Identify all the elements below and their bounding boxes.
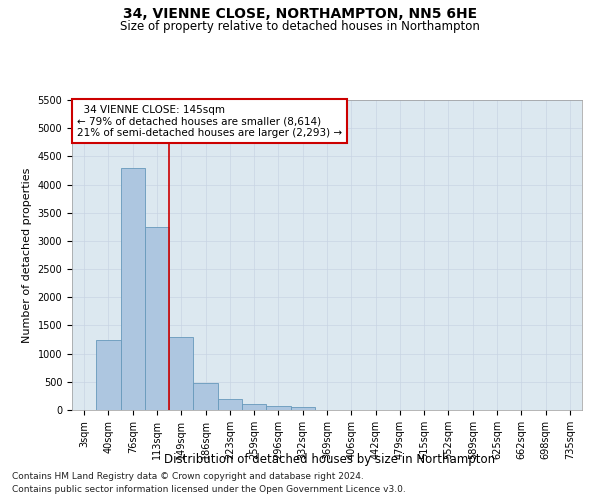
Bar [242,404,266,410]
Bar [121,168,145,410]
Text: Distribution of detached houses by size in Northampton: Distribution of detached houses by size … [164,452,496,466]
Text: Size of property relative to detached houses in Northampton: Size of property relative to detached ho… [120,20,480,33]
Text: Contains HM Land Registry data © Crown copyright and database right 2024.: Contains HM Land Registry data © Crown c… [12,472,364,481]
Bar [96,340,121,410]
Bar [169,336,193,410]
Bar [290,407,315,410]
Bar [218,398,242,410]
Bar [193,383,218,410]
Y-axis label: Number of detached properties: Number of detached properties [22,168,32,342]
Bar [145,227,169,410]
Text: Contains public sector information licensed under the Open Government Licence v3: Contains public sector information licen… [12,485,406,494]
Bar [266,406,290,410]
Text: 34 VIENNE CLOSE: 145sqm  
← 79% of detached houses are smaller (8,614)
21% of se: 34 VIENNE CLOSE: 145sqm ← 79% of detache… [77,104,342,138]
Text: 34, VIENNE CLOSE, NORTHAMPTON, NN5 6HE: 34, VIENNE CLOSE, NORTHAMPTON, NN5 6HE [123,8,477,22]
